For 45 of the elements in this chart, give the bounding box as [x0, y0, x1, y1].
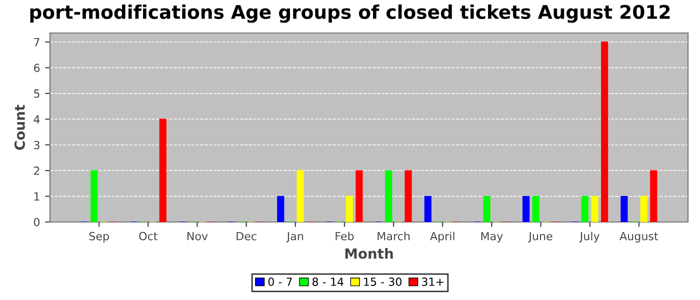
chart-title: port-modifications Age groups of closed tickets August 2012 — [30, 4, 670, 23]
bar — [159, 118, 166, 222]
y-tick-label: 6 — [34, 64, 40, 72]
y-tick-label: 4 — [34, 115, 40, 124]
legend-label: 15 - 30 — [364, 278, 402, 286]
bar — [640, 196, 648, 222]
bar — [356, 170, 363, 222]
bar — [522, 196, 530, 222]
x-tick-label: May — [481, 232, 503, 242]
y-tick-label: 5 — [34, 90, 40, 98]
x-tick-label: April — [430, 232, 454, 242]
bar — [532, 196, 540, 222]
x-tick-label: Dec — [236, 232, 256, 240]
x-tick-label: Jan — [286, 232, 304, 242]
y-tick-label: 2 — [34, 166, 40, 175]
x-tick-label: Sep — [89, 232, 109, 242]
bar — [650, 170, 658, 222]
bar — [483, 196, 490, 222]
bar — [424, 196, 432, 222]
x-tick-label: July — [579, 232, 600, 242]
x-tick-label: June — [528, 232, 552, 242]
bar — [581, 196, 588, 222]
y-axis-title: Count — [14, 104, 25, 150]
legend-label: 0 - 7 — [268, 278, 292, 286]
x-tick-label: March — [378, 232, 410, 240]
bar — [277, 196, 284, 222]
bar — [346, 196, 353, 222]
x-tick-label: August — [620, 232, 658, 242]
x-tick-label: Nov — [187, 232, 208, 240]
y-tick-label: 3 — [34, 140, 40, 150]
legend-label: 8 - 14 — [312, 278, 344, 286]
x-tick-label: Feb — [336, 232, 354, 240]
bar — [296, 170, 304, 222]
bar — [591, 196, 598, 222]
bar — [385, 170, 392, 222]
y-tick-label: 0 — [34, 218, 40, 226]
bar — [620, 196, 628, 222]
bar — [601, 42, 608, 222]
legend-label: 31+ — [422, 278, 444, 286]
bar — [90, 170, 98, 222]
y-tick-label: 7 — [34, 38, 40, 46]
x-tick-label: Oct — [139, 232, 158, 240]
x-axis-title: Month — [345, 248, 393, 259]
y-tick-label: 1 — [34, 192, 40, 201]
bar — [404, 170, 412, 222]
